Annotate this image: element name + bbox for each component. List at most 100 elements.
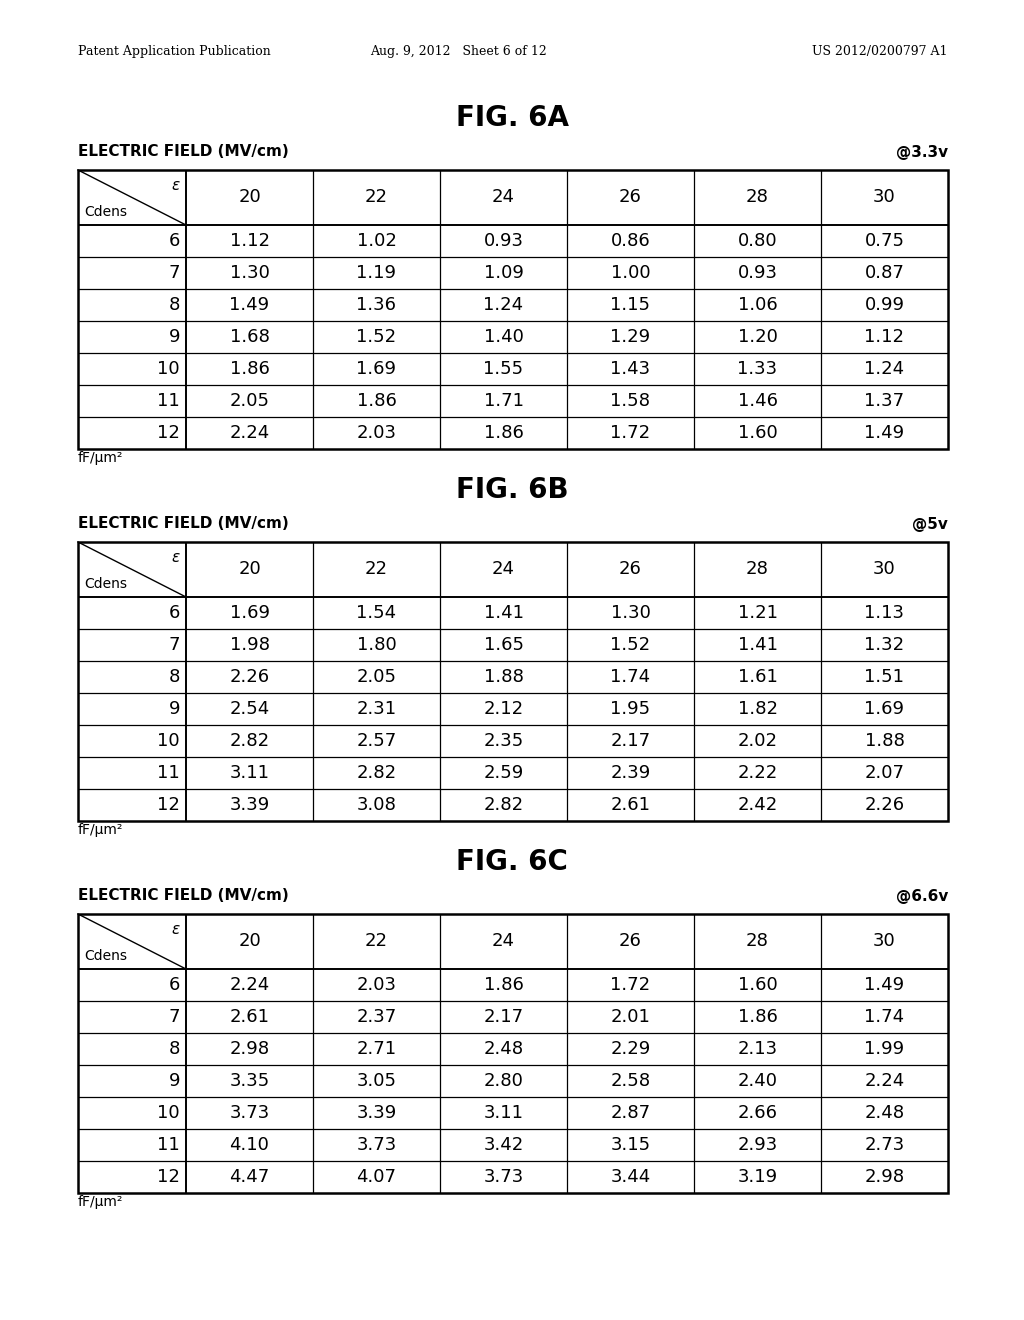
Text: 2.24: 2.24 — [229, 424, 269, 442]
Text: 2.17: 2.17 — [483, 1008, 523, 1026]
Text: 1.88: 1.88 — [483, 668, 523, 686]
Text: 2.07: 2.07 — [864, 764, 904, 781]
Text: 1.80: 1.80 — [356, 636, 396, 653]
Text: 2.39: 2.39 — [610, 764, 650, 781]
Text: 1.52: 1.52 — [610, 636, 650, 653]
Text: 1.24: 1.24 — [864, 360, 904, 378]
Text: 2.40: 2.40 — [737, 1072, 777, 1090]
Text: 1.71: 1.71 — [483, 392, 523, 411]
Text: 1.61: 1.61 — [737, 668, 777, 686]
Text: 1.37: 1.37 — [864, 392, 904, 411]
Text: 1.19: 1.19 — [356, 264, 396, 282]
Text: Cdens: Cdens — [84, 205, 127, 219]
Text: 2.05: 2.05 — [356, 668, 396, 686]
Text: 1.15: 1.15 — [610, 296, 650, 314]
Text: 7: 7 — [169, 636, 180, 653]
Text: 11: 11 — [158, 764, 180, 781]
Text: 1.54: 1.54 — [356, 605, 396, 622]
Text: 22: 22 — [365, 561, 388, 578]
Text: 2.93: 2.93 — [737, 1137, 777, 1154]
Text: 2.22: 2.22 — [737, 764, 777, 781]
Text: 1.49: 1.49 — [229, 296, 269, 314]
Text: 30: 30 — [873, 189, 896, 206]
Text: 7: 7 — [169, 1008, 180, 1026]
Text: 1.12: 1.12 — [864, 327, 904, 346]
Text: Aug. 9, 2012   Sheet 6 of 12: Aug. 9, 2012 Sheet 6 of 12 — [370, 45, 547, 58]
Text: 1.51: 1.51 — [864, 668, 904, 686]
Text: 0.93: 0.93 — [483, 232, 523, 249]
Text: 8: 8 — [169, 1040, 180, 1059]
Text: 26: 26 — [620, 189, 642, 206]
Text: @5v: @5v — [912, 516, 948, 532]
Text: 0.80: 0.80 — [737, 232, 777, 249]
Text: 1.00: 1.00 — [610, 264, 650, 282]
Text: 0.93: 0.93 — [737, 264, 777, 282]
Bar — [78, 170, 948, 449]
Text: 2.02: 2.02 — [737, 733, 777, 750]
Text: 2.61: 2.61 — [229, 1008, 269, 1026]
Text: 1.99: 1.99 — [864, 1040, 904, 1059]
Text: 26: 26 — [620, 561, 642, 578]
Text: 1.86: 1.86 — [737, 1008, 777, 1026]
Text: 2.54: 2.54 — [229, 700, 269, 718]
Text: 22: 22 — [365, 932, 388, 950]
Text: 20: 20 — [239, 932, 261, 950]
Text: 2.82: 2.82 — [229, 733, 269, 750]
Text: US 2012/0200797 A1: US 2012/0200797 A1 — [812, 45, 948, 58]
Text: 1.40: 1.40 — [483, 327, 523, 346]
Text: 12: 12 — [157, 424, 180, 442]
Text: ε: ε — [172, 921, 180, 937]
Text: 1.43: 1.43 — [610, 360, 650, 378]
Text: 1.72: 1.72 — [610, 975, 650, 994]
Text: 2.48: 2.48 — [864, 1104, 904, 1122]
Text: FIG. 6C: FIG. 6C — [456, 847, 568, 876]
Text: 12: 12 — [157, 1168, 180, 1185]
Text: 1.21: 1.21 — [737, 605, 777, 622]
Text: 1.69: 1.69 — [864, 700, 904, 718]
Text: 2.03: 2.03 — [356, 975, 396, 994]
Text: 26: 26 — [620, 932, 642, 950]
Text: 1.49: 1.49 — [864, 424, 904, 442]
Text: 2.58: 2.58 — [610, 1072, 650, 1090]
Text: 1.68: 1.68 — [229, 327, 269, 346]
Text: 3.73: 3.73 — [483, 1168, 523, 1185]
Text: 1.86: 1.86 — [483, 975, 523, 994]
Text: 1.60: 1.60 — [737, 975, 777, 994]
Text: 6: 6 — [169, 605, 180, 622]
Text: 2.71: 2.71 — [356, 1040, 396, 1059]
Text: 1.49: 1.49 — [864, 975, 904, 994]
Text: 7: 7 — [169, 264, 180, 282]
Text: 3.11: 3.11 — [483, 1104, 523, 1122]
Text: fF/μm²: fF/μm² — [78, 822, 123, 837]
Text: 1.20: 1.20 — [737, 327, 777, 346]
Text: 1.95: 1.95 — [610, 700, 650, 718]
Text: 1.60: 1.60 — [737, 424, 777, 442]
Text: 3.39: 3.39 — [356, 1104, 396, 1122]
Text: 10: 10 — [158, 1104, 180, 1122]
Text: 2.73: 2.73 — [864, 1137, 904, 1154]
Text: 6: 6 — [169, 975, 180, 994]
Bar — [78, 543, 948, 821]
Text: 1.09: 1.09 — [483, 264, 523, 282]
Text: 2.26: 2.26 — [864, 796, 904, 814]
Text: 3.05: 3.05 — [356, 1072, 396, 1090]
Text: 9: 9 — [169, 327, 180, 346]
Text: @6.6v: @6.6v — [896, 888, 948, 903]
Text: fF/μm²: fF/μm² — [78, 451, 123, 465]
Text: 1.69: 1.69 — [229, 605, 269, 622]
Text: 1.88: 1.88 — [864, 733, 904, 750]
Text: 1.32: 1.32 — [864, 636, 904, 653]
Text: 28: 28 — [746, 189, 769, 206]
Text: 1.06: 1.06 — [737, 296, 777, 314]
Text: 1.12: 1.12 — [229, 232, 269, 249]
Text: 9: 9 — [169, 1072, 180, 1090]
Text: ELECTRIC FIELD (MV/cm): ELECTRIC FIELD (MV/cm) — [78, 516, 289, 532]
Text: 3.44: 3.44 — [610, 1168, 650, 1185]
Text: 1.65: 1.65 — [483, 636, 523, 653]
Text: 24: 24 — [492, 189, 515, 206]
Text: 2.59: 2.59 — [483, 764, 523, 781]
Text: 2.01: 2.01 — [610, 1008, 650, 1026]
Text: 2.82: 2.82 — [483, 796, 523, 814]
Text: 1.46: 1.46 — [737, 392, 777, 411]
Text: 1.13: 1.13 — [864, 605, 904, 622]
